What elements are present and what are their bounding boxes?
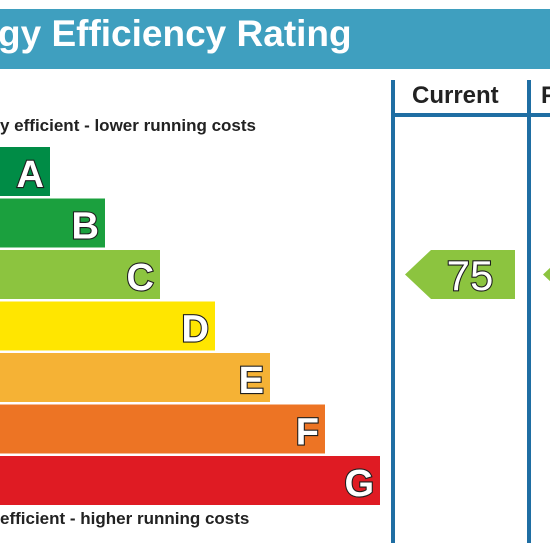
band-b-label: B (72, 206, 99, 248)
band-d-label: D (182, 309, 209, 351)
current-column-header: Current (412, 82, 499, 109)
band-e-label: E (239, 360, 264, 402)
band-g-label: G (344, 463, 374, 505)
chart-title: gy Efficiency Rating (0, 13, 352, 54)
band-c-bar (0, 250, 160, 299)
band-f-bar (0, 404, 325, 454)
current-header-divider (391, 113, 531, 117)
current-column-right-line (527, 80, 531, 543)
potential-header-divider (527, 113, 550, 117)
header-bar: gy Efficiency Rating (0, 0, 550, 69)
band-a-label: A (17, 154, 44, 196)
band-a-bar (0, 147, 50, 196)
current-rating-arrow (405, 250, 515, 299)
band-d-bar (0, 301, 215, 351)
current-column-left-line (391, 80, 395, 543)
potential-rating-arrow (543, 267, 550, 282)
band-e-bar (0, 353, 270, 402)
band-f-label: F (296, 412, 319, 454)
top-efficiency-note: y efficient - lower running costs (0, 116, 256, 135)
band-b-bar (0, 198, 105, 248)
potential-column-header: P (541, 82, 550, 109)
current-rating-value: 75 (447, 252, 494, 299)
header-top-strip (0, 0, 550, 9)
bottom-efficiency-note: efficient - higher running costs (0, 509, 250, 528)
band-c-label: C (127, 257, 154, 299)
band-g-bar (0, 456, 380, 505)
title-panel (0, 9, 370, 61)
